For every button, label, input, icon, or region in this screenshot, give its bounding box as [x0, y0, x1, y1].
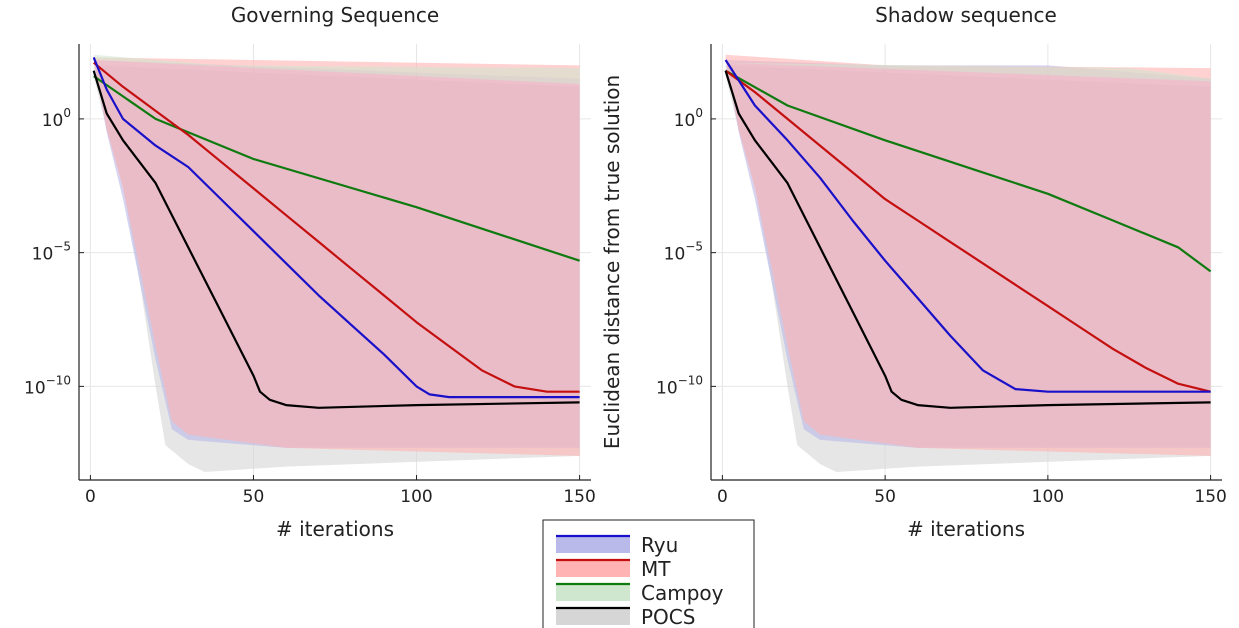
- bands: [93, 54, 580, 473]
- x-tick-label: 100: [1032, 487, 1064, 507]
- x-tick-label: 50: [874, 487, 896, 507]
- legend-label: Campoy: [641, 581, 724, 605]
- y-tick-exponent: −10: [46, 373, 71, 387]
- x-axis-label: # iterations: [907, 517, 1025, 541]
- x-axis-label: # iterations: [276, 517, 394, 541]
- band-overlap: [94, 55, 580, 448]
- x-tick-label: 150: [563, 487, 595, 507]
- x-tick-labels: 0 50 100 150: [717, 487, 1227, 507]
- plot-governing-sequence: Governing Sequence 0 50 100 150 10010−510−1…: [24, 3, 596, 541]
- legend-swatch-band: [556, 608, 630, 625]
- y-tick-exponent: 0: [63, 106, 71, 120]
- series-line-campoy: [93, 75, 580, 262]
- band-campoy: [93, 54, 580, 85]
- legend-label: MT: [641, 557, 671, 581]
- series-lines: [724, 59, 1212, 409]
- legend-swatch-band: [556, 584, 630, 601]
- x-tick-label: 0: [85, 487, 96, 507]
- axes: [710, 44, 1222, 481]
- y-tick-exponent: 0: [695, 106, 703, 120]
- series-line-pocs: [724, 70, 1211, 409]
- y-tick-label: 100: [42, 106, 71, 131]
- x-tick-label: 50: [243, 487, 265, 507]
- y-tick-label: 10−10: [656, 373, 703, 398]
- y-tick-base: 10: [664, 245, 686, 265]
- series-line-mt: [724, 69, 1211, 393]
- y-tick-label: 10−10: [24, 373, 71, 398]
- x-tick-label: 0: [717, 487, 728, 507]
- y-tick-exponent: −5: [53, 240, 71, 254]
- y-tick-base: 10: [656, 378, 678, 398]
- series-line-ryu: [724, 59, 1211, 393]
- y-tick-base: 10: [32, 245, 54, 265]
- y-tick-label: 100: [674, 106, 703, 131]
- legend-swatch-band: [556, 560, 630, 577]
- y-tick-exponent: −10: [678, 373, 703, 387]
- chart-title: Governing Sequence: [231, 3, 439, 27]
- series-line-campoy: [725, 69, 1212, 273]
- y-tick-base: 10: [24, 378, 46, 398]
- legend-swatch-band: [556, 536, 630, 553]
- shared-y-axis-label: Euclidean distance from true solution: [600, 75, 624, 449]
- x-tick-labels: 0 50 100 150: [85, 487, 596, 507]
- x-tick-label: 100: [400, 487, 432, 507]
- y-tick-label: 10−5: [32, 240, 71, 265]
- legend-label: Ryu: [641, 533, 678, 557]
- bands: [725, 54, 1211, 473]
- series-lines: [92, 56, 580, 409]
- band-mt: [725, 54, 1211, 456]
- band-campoy: [725, 62, 1211, 82]
- series-line-mt: [93, 61, 580, 393]
- y-tick-label: 10−5: [664, 240, 703, 265]
- legend-label: POCS: [641, 605, 695, 628]
- chart-title: Shadow sequence: [875, 3, 1057, 27]
- x-tick-label: 150: [1194, 487, 1226, 507]
- axes: [78, 44, 591, 481]
- series-line-pocs: [92, 70, 580, 409]
- series-line-ryu: [92, 56, 580, 399]
- y-tick-base: 10: [674, 111, 696, 131]
- y-tick-base: 10: [42, 111, 64, 131]
- y-tick-exponent: −5: [685, 240, 703, 254]
